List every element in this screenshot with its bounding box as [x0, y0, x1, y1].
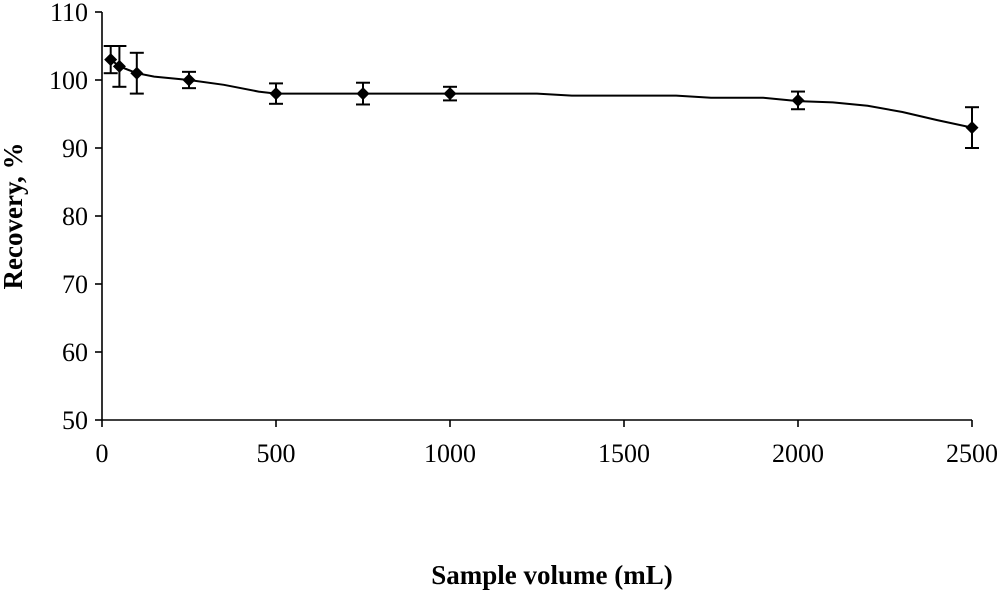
data-point: [129, 51, 144, 95]
diamond-marker: [104, 53, 118, 67]
x-tick-label: 2000: [772, 439, 824, 468]
diamond-marker: [791, 93, 805, 107]
x-tick-label: 500: [257, 439, 296, 468]
data-point: [103, 45, 118, 75]
y-tick-label: 100: [49, 66, 88, 95]
x-tick-label: 1500: [598, 439, 650, 468]
y-tick-label: 50: [62, 406, 88, 435]
y-tick-label: 80: [62, 202, 88, 231]
y-axis: 50 60 70 80 90 100 110: [49, 0, 103, 435]
y-axis-title: Recovery, %: [0, 143, 28, 290]
data-point: [965, 106, 979, 149]
y-tick-label: 110: [50, 0, 88, 27]
data-point: [443, 85, 457, 102]
diamond-marker: [965, 121, 979, 135]
y-tick-label: 90: [62, 134, 88, 163]
diamond-marker: [443, 87, 457, 101]
x-axis-title: Sample volume (mL): [431, 560, 672, 590]
diamond-marker: [130, 66, 144, 80]
data-point: [182, 70, 196, 90]
x-tick-label: 1000: [424, 439, 476, 468]
y-tick-label: 70: [62, 270, 88, 299]
data-point: [791, 90, 805, 111]
x-axis: 0 500 1000 1500 2000 2500: [96, 419, 998, 468]
diamond-marker: [112, 59, 126, 73]
data-point: [356, 81, 370, 106]
x-tick-label: 2500: [946, 439, 998, 468]
data-point: [112, 45, 127, 88]
diamond-marker: [356, 87, 370, 101]
x-tick-label: 0: [96, 439, 109, 468]
data-point: [269, 82, 283, 105]
diamond-marker: [182, 73, 196, 87]
y-tick-label: 60: [62, 338, 88, 367]
plot-area: [103, 45, 979, 149]
trend-line: [110, 58, 973, 129]
diamond-marker: [269, 87, 283, 101]
